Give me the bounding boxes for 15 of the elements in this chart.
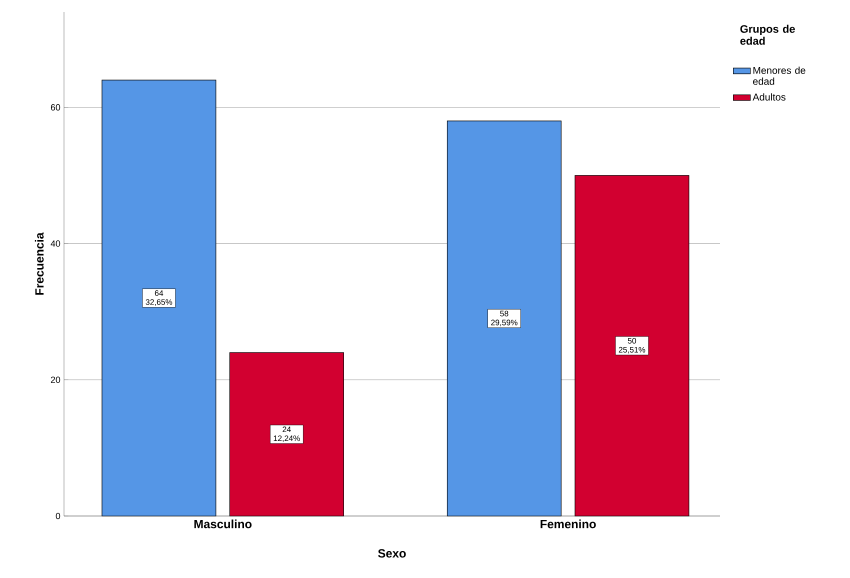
y-tick-label: 60: [50, 104, 60, 111]
bar: [446, 120, 562, 516]
legend-label: Adultos: [752, 93, 786, 101]
bar: [229, 352, 344, 516]
bar: [102, 80, 216, 516]
x-axis-title: Sexo: [378, 549, 406, 558]
legend-label: Menores de edad: [753, 66, 806, 85]
x-tick-label: Masculino: [194, 520, 252, 528]
y-tick-label: 20: [50, 376, 60, 383]
y-axis-title: Frecuencia: [34, 232, 44, 295]
legend-title: Grupos de edad: [740, 24, 795, 45]
bar: [574, 175, 690, 516]
x-tick-label: Femenino: [540, 520, 596, 528]
y-tick-label: 40: [50, 240, 60, 247]
y-tick-label: 0: [56, 512, 60, 520]
